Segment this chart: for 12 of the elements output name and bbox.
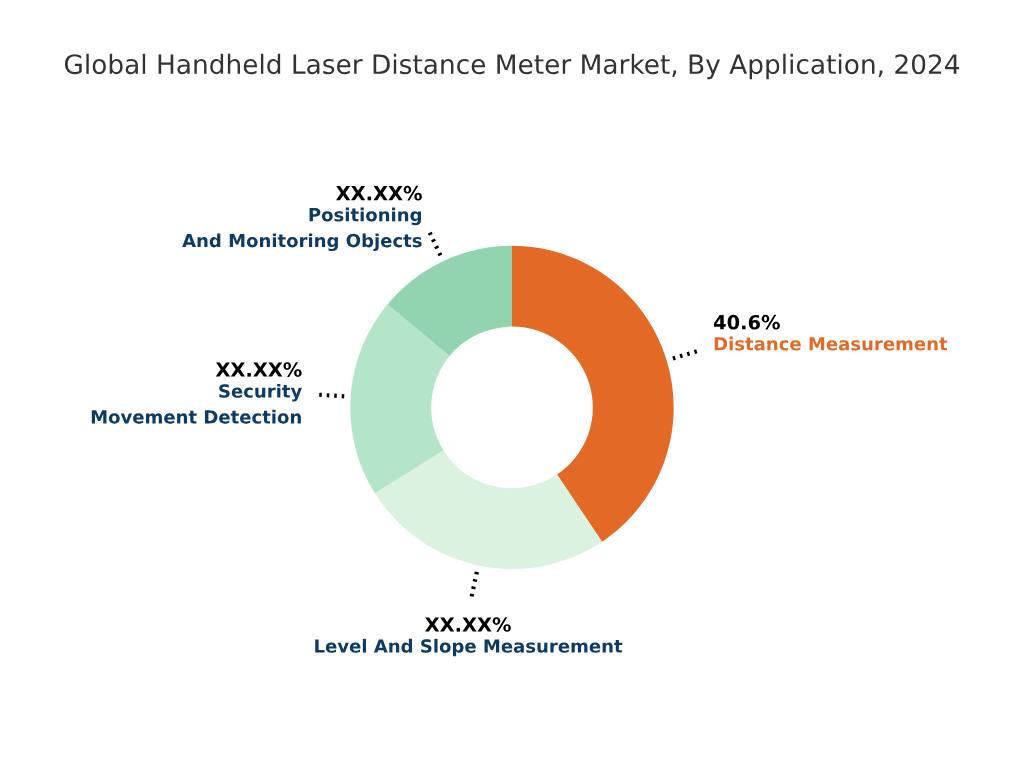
chart-title: Global Handheld Laser Distance Meter Market, By Application, 2024 <box>64 53 960 80</box>
data-label: 40.6% <box>713 314 780 330</box>
slice-label: Security Movement Detection <box>91 383 302 424</box>
slice-label: Positioning And Monitoring Objects <box>182 207 422 252</box>
slice-label: Level And Slope Measurement <box>315 638 623 657</box>
slice-label: Distance Measurement <box>714 336 948 351</box>
donut-slice <box>512 245 674 542</box>
donut-slice <box>374 450 603 570</box>
donut-slice <box>350 304 450 494</box>
data-label: XX.XX% <box>336 185 422 201</box>
data-label: XX.XX% <box>425 617 511 632</box>
data-label: XX.XX% <box>215 362 302 377</box>
